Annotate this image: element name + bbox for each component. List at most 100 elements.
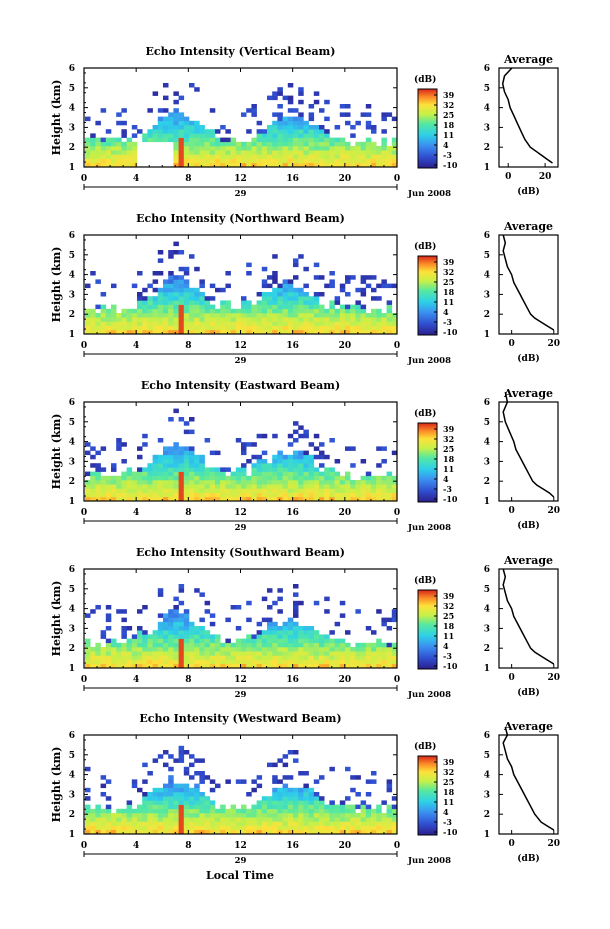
heatmap-cell [194, 817, 200, 822]
heatmap-cell [95, 605, 101, 610]
heatmap-cell [183, 766, 190, 772]
colorbar-tick-label: 4 [443, 641, 449, 651]
heatmap-cell [215, 817, 221, 822]
heatmap-cell [199, 647, 205, 652]
heatmap-cell [157, 651, 164, 656]
heatmap-cell [293, 480, 299, 485]
heatmap-cell [241, 492, 247, 498]
heatmap-cell [308, 459, 315, 464]
heatmap-cell [105, 480, 112, 485]
heatmap-cell [163, 120, 169, 126]
heatmap-cell [163, 825, 169, 831]
heatmap-cell [261, 813, 268, 818]
heatmap-cell [293, 133, 299, 138]
heatmap-cell [272, 600, 278, 606]
heatmap-cell [111, 321, 117, 326]
heatmap-cell [142, 663, 148, 669]
heatmap-cell [293, 492, 299, 498]
heatmap-cell [282, 471, 289, 477]
heatmap-cell [313, 321, 320, 326]
heatmap-cell [85, 659, 91, 665]
heatmap-cell [157, 258, 164, 263]
heatmap-cell [168, 450, 174, 456]
heatmap-cells [85, 584, 398, 669]
heatmap-cell [183, 446, 190, 451]
heatmap-cell [157, 304, 164, 310]
heatmap-cell [225, 141, 231, 147]
heatmap-cell [308, 125, 315, 130]
heatmap-cell [142, 821, 148, 826]
heatmap-cell [142, 480, 148, 485]
heatmap-cell [137, 496, 143, 502]
heatmap-cell [287, 129, 294, 134]
heatmap-cell [189, 659, 195, 665]
average-x-tick-label: 0 [509, 506, 515, 516]
heatmap-cell [324, 651, 330, 656]
heatmap-cell [319, 647, 325, 652]
heatmap-cell [100, 817, 107, 822]
heatmap-cell [220, 829, 226, 835]
heatmap-cell [261, 804, 268, 810]
heatmap-cell [173, 308, 179, 314]
colorbar-tick-label: 25 [443, 277, 454, 287]
heatmap-cell [282, 95, 289, 101]
heatmap-cell [230, 471, 237, 477]
heatmap-cell [313, 484, 320, 489]
heatmap-cell [199, 817, 205, 822]
heatmap-cell [163, 454, 169, 460]
heatmap-cell [131, 162, 138, 168]
heatmap-cell [121, 488, 127, 493]
heatmap-cell [152, 804, 159, 810]
heatmap-cell [324, 137, 330, 143]
average-y-tick-label: 2 [484, 143, 490, 153]
heatmap-cell [277, 796, 283, 801]
heatmap-cell [163, 617, 169, 623]
heatmap-cell [157, 463, 164, 468]
heatmap-cell [293, 262, 299, 268]
heatmap-cell [142, 308, 148, 314]
heatmap-cell [116, 154, 122, 159]
heatmap-cell [371, 630, 377, 635]
heatmap-cell [90, 454, 96, 460]
heatmap-cell [272, 496, 278, 502]
heatmap-cell [261, 634, 268, 639]
heatmap-cell [293, 287, 299, 293]
heatmap-cell [360, 329, 367, 335]
heatmap-cell [313, 162, 320, 168]
heatmap-cell [173, 475, 179, 481]
heatmap-cell [173, 800, 179, 805]
heatmap-cell [282, 162, 289, 168]
heatmap-cell [163, 821, 169, 826]
heatmap-cell [178, 817, 185, 822]
heatmap-cell [85, 329, 91, 335]
heatmap-cell [199, 808, 205, 814]
heatmap-cell [152, 321, 159, 326]
heatmap-cell [298, 141, 304, 147]
heatmap-cell [95, 158, 101, 164]
heatmap-cell [256, 471, 263, 477]
heatmap-cell [287, 775, 294, 780]
heatmap-cell [204, 146, 211, 151]
heatmap-cell [85, 766, 91, 772]
heatmap-cell [329, 300, 335, 305]
heatmap-cell [261, 162, 268, 168]
heatmap-cell [131, 471, 138, 477]
heatmap-cell [319, 450, 325, 456]
heatmap-cell [386, 162, 393, 168]
heatmap-cell [256, 137, 263, 143]
heatmap-cell [137, 642, 143, 648]
heatmap-cell [85, 317, 91, 322]
heatmap-cell [90, 609, 96, 614]
heatmap-cell [319, 638, 325, 644]
heatmap-cell [163, 783, 169, 789]
heatmap-cell [220, 287, 226, 293]
heatmap-cell [365, 321, 372, 326]
heatmap-cell [178, 804, 185, 810]
heatmap-cell [391, 154, 398, 159]
heatmap-cell [287, 304, 294, 310]
heatmap-cell [287, 154, 294, 159]
heatmap-cell [339, 150, 346, 155]
colorbar-tick-label: 32 [443, 267, 454, 277]
heatmap-cell [298, 87, 304, 92]
heatmap-cell [350, 484, 356, 489]
